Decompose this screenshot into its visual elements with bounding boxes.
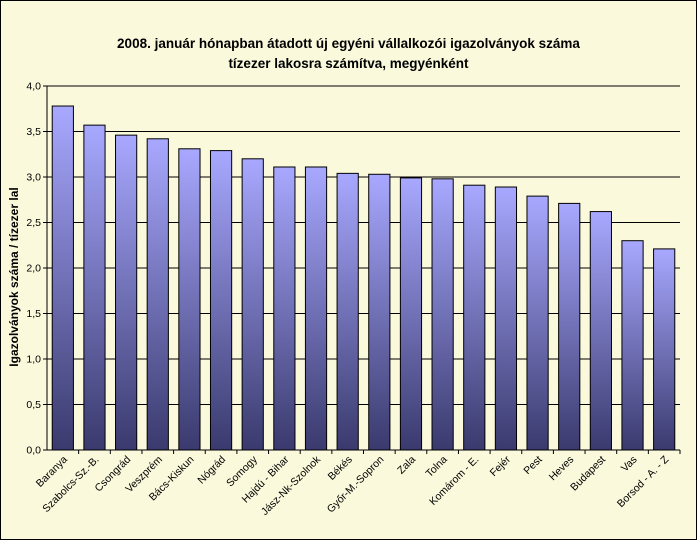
x-tick-label: Heves xyxy=(547,454,577,484)
x-tick-label: Szabolcs-Sz.-B. xyxy=(40,454,101,515)
x-tick-label: Győr-M.-Sopron xyxy=(325,454,387,516)
x-tick-label: Tolna xyxy=(424,454,450,480)
y-tick-label: 2,5 xyxy=(26,217,41,229)
y-tick-label: 2,0 xyxy=(26,263,41,275)
bar xyxy=(115,134,138,451)
bar xyxy=(51,105,74,451)
bar xyxy=(463,184,486,451)
bar xyxy=(558,202,581,451)
bar xyxy=(526,195,549,451)
x-tick-label: Jász-Nk-Szolnok xyxy=(259,453,324,518)
bar xyxy=(621,240,644,451)
x-tick-label: Pest xyxy=(521,454,544,477)
bar xyxy=(399,177,423,451)
x-tick-label: Fejér xyxy=(488,453,514,479)
y-tick-label: 3,0 xyxy=(26,172,41,184)
bar xyxy=(209,150,233,451)
bar xyxy=(304,166,328,451)
chart-title-line-1: 2008. január hónapban átadott új egyéni … xyxy=(117,36,580,51)
y-tick-label: 0,5 xyxy=(26,399,41,411)
bar xyxy=(494,186,518,451)
x-tick-label: Budapest xyxy=(568,454,608,494)
y-tick-label: 3,5 xyxy=(26,126,41,138)
y-tick-label: 1,5 xyxy=(26,308,41,320)
x-tick-label: Vas xyxy=(619,454,640,475)
bar xyxy=(431,178,454,451)
bar xyxy=(178,148,201,451)
bar xyxy=(83,124,106,451)
x-tick-label: Nógrád xyxy=(195,454,228,487)
x-tick-label: Zala xyxy=(395,454,418,477)
y-tick-label: 0,0 xyxy=(26,445,41,457)
y-tick-label: 1,0 xyxy=(26,354,41,366)
bar xyxy=(653,248,676,451)
x-tick-label: Békés xyxy=(326,454,355,483)
chart-title: 2008. január hónapban átadott új egyéni … xyxy=(0,34,697,74)
bar xyxy=(273,166,296,451)
y-tick-label: 4,0 xyxy=(26,81,41,93)
bar xyxy=(589,211,612,451)
bar xyxy=(146,138,169,451)
chart-title-line-2: tízezer lakosra számítva, megyénként xyxy=(228,56,469,71)
bar xyxy=(336,172,359,451)
bar xyxy=(241,158,264,451)
bar xyxy=(368,173,391,451)
